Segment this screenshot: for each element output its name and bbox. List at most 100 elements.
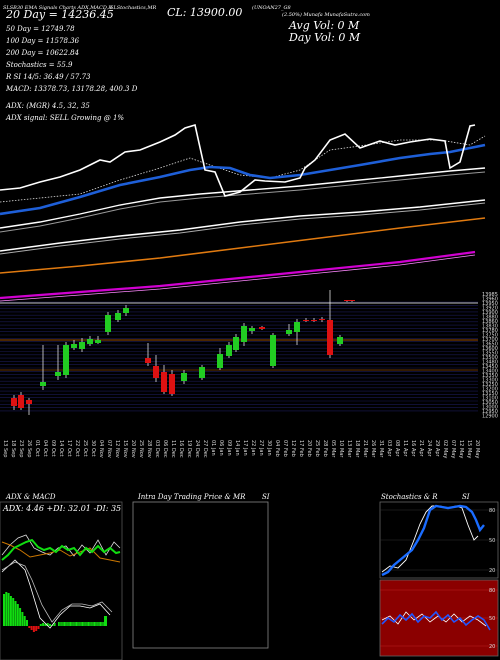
adx-signal-label: ADX signal: SELL Growing @ 1% [5, 114, 124, 122]
ema-dotted-line [0, 135, 486, 203]
macd-histogram-bar [95, 622, 97, 626]
date-tick-label: 16 Dec [178, 440, 184, 458]
macd-histogram-bar [92, 622, 94, 626]
mrsi-line [381, 610, 491, 631]
date-tick-label: 07 May [450, 440, 456, 458]
date-tick-label: 17 Jan [242, 440, 248, 456]
candles [11, 290, 355, 415]
date-tick-label: 24 Apr [426, 440, 432, 458]
header-line1: SLSB30 EMA Signals Charts ADX,MACD,R [3, 5, 112, 11]
date-tick-label: 21 Mar [362, 440, 368, 458]
candle-body [123, 308, 129, 313]
macd-histogram-bar [70, 622, 71, 626]
candle-body [294, 322, 300, 332]
ma20-label: 20 Day = 14236.45 [5, 8, 114, 21]
date-tick-label: 25 Feb [314, 440, 320, 457]
price-axis: 1398513960139501392013900138801386013830… [482, 292, 498, 420]
ma100-label: 100 Day = 11578.36 [6, 37, 80, 45]
rsi-label: R SI 14/5: 36.49 / 57.73 [5, 73, 91, 81]
macd-histogram-bar [37, 626, 40, 629]
candle-body [337, 337, 343, 344]
macd-signal-line [1, 561, 113, 623]
long-ema-line [0, 250, 476, 300]
price-tick-label: 13200 [482, 387, 498, 393]
candle-body [71, 344, 77, 348]
macd-histogram-bar [49, 624, 51, 626]
macd-histogram-bar [97, 622, 99, 626]
candle-body [153, 366, 159, 378]
macd-histogram-bar [42, 623, 45, 626]
macd-histogram-bar [79, 622, 81, 626]
macd-histogram-bar [7, 593, 10, 626]
long-ema-shadow-line [0, 254, 476, 302]
price-grid [0, 301, 478, 412]
stoch-d-line [381, 505, 479, 573]
date-tick-label: 21 Apr [418, 440, 424, 458]
intraday-panel: Intra Day Trading Price & MR SI [132, 493, 270, 649]
candle-body [319, 319, 325, 320]
macd-histogram-bar [77, 622, 79, 626]
price-tick-label: 13000 [482, 405, 498, 411]
macd-histogram-bar [78, 622, 80, 626]
date-tick-label: 22 Oct [74, 440, 80, 457]
price-tick-label: 13700 [482, 337, 498, 343]
stoch-si: SI [462, 493, 470, 501]
adx-label: ADX: (MGR) 4.5, 32, 35 [5, 102, 90, 110]
date-tick-label: 27 Jan [258, 440, 264, 456]
price-tick-label: 13300 [482, 378, 498, 384]
date-tick-label: 29 Apr [434, 440, 440, 458]
candle-body [181, 373, 187, 381]
macd-histogram-bar [66, 622, 68, 626]
price-tick-label: 13150 [482, 391, 498, 397]
price-tick-label: 13650 [482, 342, 498, 348]
date-tick-label: 08 Apr [394, 440, 400, 458]
minus-di-line [1, 541, 121, 563]
macd-histogram-bar [90, 622, 92, 626]
macd-histogram-bar [73, 622, 75, 626]
macd-histogram-bar [83, 622, 85, 626]
macd-histogram-bar [35, 626, 38, 631]
candle-body [63, 345, 69, 375]
price-tick-label: 12900 [482, 414, 498, 420]
price-tick-label: 13985 [482, 292, 498, 298]
day-vol-label: Day Vol: 0 M [288, 31, 361, 44]
macd-histogram-bar [98, 622, 100, 626]
date-tick-label: 14 Oct [58, 440, 64, 457]
candle-body [115, 313, 121, 320]
candle-body [259, 327, 265, 329]
stoch-tick-label: 50 [489, 538, 495, 544]
date-tick-label: 23 Sep [18, 440, 24, 457]
price-tick-label: 13600 [482, 346, 498, 352]
macd-histogram-bar [28, 626, 31, 628]
price-tick-label: 13920 [482, 306, 498, 312]
candle-body [145, 358, 151, 363]
date-tick-label: 17 Oct [66, 440, 72, 457]
date-tick-label: 16 Apr [410, 440, 416, 458]
ema100-shadow-line [0, 202, 486, 255]
macd-histogram-bar [85, 622, 87, 626]
macd-histogram-bar [58, 622, 59, 626]
macd-histogram-bar [32, 626, 35, 632]
price-tick-label: 13500 [482, 355, 498, 361]
candle-body [327, 320, 333, 355]
macd-histogram-bar [88, 622, 89, 626]
date-tick-label: 06 Jan [218, 440, 224, 456]
macd-histogram-bar [26, 620, 28, 626]
date-tick-label: 18 Mar [354, 440, 360, 458]
ma200-label: 200 Day = 10622.84 [5, 49, 79, 57]
date-tick-label: 05 Mar [330, 440, 336, 458]
date-tick-label: 12 Nov [114, 440, 120, 458]
price-tick-label: 13950 [482, 301, 498, 307]
date-tick-label: 12 May [458, 440, 464, 458]
macd-histogram-bar [44, 624, 47, 626]
date-tick-label: 18 Sep [10, 440, 16, 457]
candle-body [11, 398, 17, 406]
candle-body [311, 320, 317, 321]
candle-body [55, 372, 61, 376]
stoch-tick-label: 20 [489, 568, 495, 574]
price-tick-label: 13250 [482, 382, 498, 388]
stoch-title: Stochastics & R [381, 493, 438, 501]
date-tick-label: 13 Mar [346, 440, 352, 458]
macd-histogram-bar [30, 626, 33, 630]
